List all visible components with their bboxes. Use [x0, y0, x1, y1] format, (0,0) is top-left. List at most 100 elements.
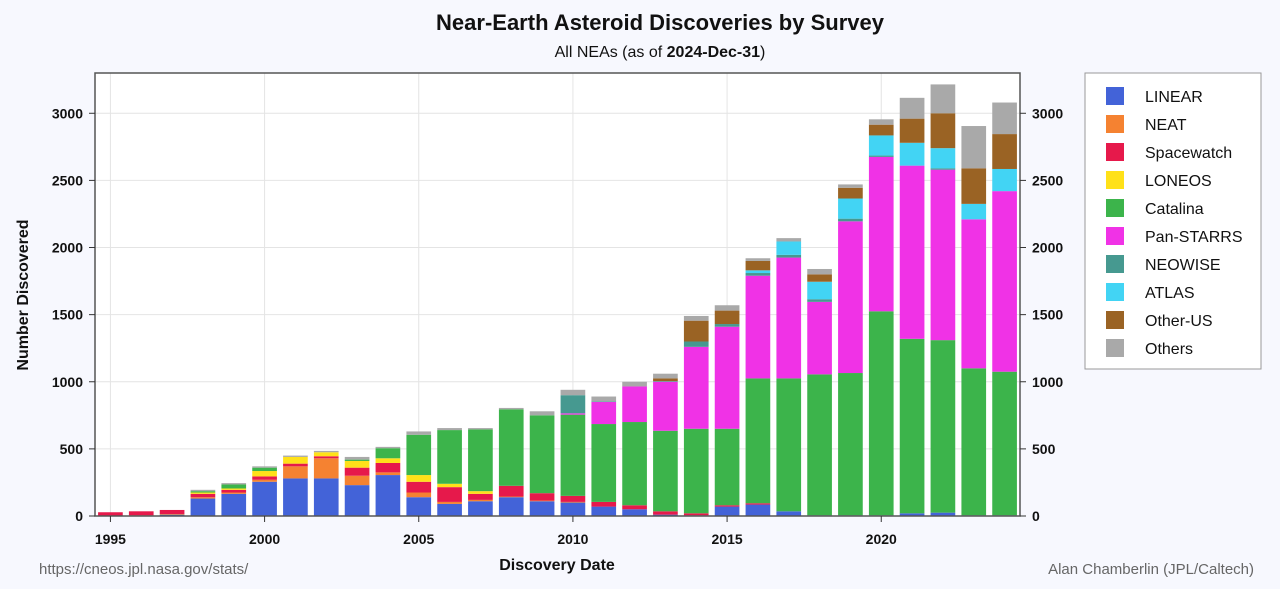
bar-neat-2002 — [313, 458, 339, 479]
bar-spacewatch-2001 — [283, 463, 308, 467]
bar-pan-starrs-2020 — [868, 156, 894, 312]
legend-label-pan-starrs: Pan-STARRS — [1145, 229, 1243, 246]
y-tick-label-left: 2500 — [52, 172, 83, 188]
y-tick-label-right: 0 — [1032, 508, 1040, 524]
bar-linear-2021 — [899, 513, 925, 516]
bar-catalina-2022 — [930, 340, 956, 513]
bar-atlas-2018 — [807, 281, 832, 300]
bar-neowise-2018 — [807, 299, 832, 302]
bar-atlas-2017 — [776, 241, 802, 255]
legend-swatch-spacewatch — [1106, 143, 1124, 161]
bar-linear-2003 — [344, 485, 370, 516]
x-tick-label: 2020 — [866, 531, 897, 547]
bar-neat-2009 — [529, 500, 555, 502]
bar-other-us-2016 — [745, 260, 771, 271]
bar-pan-starrs-2010 — [560, 413, 586, 415]
plot-frame — [94, 72, 1021, 517]
bar-pan-starrs-2024 — [992, 191, 1017, 372]
bars — [98, 84, 1017, 516]
bar-spacewatch-2014 — [683, 513, 709, 516]
bar-neowise-2015 — [714, 324, 740, 327]
bar-catalina-2007 — [468, 429, 493, 492]
bar-neowise-2016 — [745, 273, 771, 276]
bar-neat-2005 — [406, 492, 432, 498]
bar-catalina-2008 — [498, 409, 524, 486]
subtitle-date: 2024-Dec-31 — [667, 44, 761, 61]
bar-linear-2008 — [498, 497, 524, 516]
bar-loneos-1998 — [190, 492, 216, 494]
bar-catalina-2020 — [868, 311, 894, 516]
bar-loneos-1999 — [221, 488, 247, 490]
legend-swatch-neowise — [1106, 255, 1124, 273]
bar-others-2010 — [560, 389, 586, 396]
bar-catalina-2003 — [344, 459, 370, 461]
bar-neat-1998 — [190, 497, 216, 499]
bar-catalina-1998 — [190, 491, 216, 493]
bar-loneos-2000 — [252, 471, 277, 477]
legend-items: LINEAR NEAT Spacewatch LONEOS Catalina Pan-ST… — [1106, 87, 1243, 358]
bar-other-us-2024 — [992, 134, 1017, 169]
bar-atlas-2022 — [930, 148, 956, 169]
bar-catalina-2014 — [683, 428, 709, 514]
bar-neat-2003 — [344, 475, 370, 486]
bar-linear-2022 — [930, 512, 956, 516]
subtitle-prefix: All NEAs (as of — [555, 44, 667, 61]
bar-neowise-2017 — [776, 254, 802, 258]
bar-linear-1999 — [221, 493, 247, 516]
bar-loneos-2006 — [437, 483, 462, 488]
bar-catalina-2017 — [776, 378, 802, 512]
bar-other-us-2018 — [807, 274, 832, 282]
bar-loneos-2003 — [344, 460, 370, 468]
bar-neowise-2019 — [838, 218, 863, 222]
bar-others-2016 — [745, 258, 771, 261]
y-axis-right: 0 500 1000 1500 2000 2500 3000 — [1020, 105, 1063, 524]
bar-catalina-1999 — [221, 484, 247, 489]
bar-linear-2009 — [529, 501, 555, 516]
bar-others-1999 — [221, 483, 247, 485]
x-tick-label: 2010 — [557, 531, 588, 547]
bar-pan-starrs-2023 — [961, 219, 987, 369]
y-tick-label-right: 1500 — [1032, 307, 1063, 323]
bar-catalina-2024 — [992, 371, 1017, 516]
bar-linear-2017 — [776, 511, 802, 516]
bar-others-2008 — [498, 407, 524, 410]
bar-neat-2010 — [560, 501, 586, 503]
bar-linear-2007 — [468, 501, 493, 516]
bar-others-2002 — [313, 450, 339, 453]
x-axis-label: Discovery Date — [499, 557, 615, 574]
bar-other-us-2014 — [683, 320, 709, 342]
bar-atlas-2023 — [961, 203, 987, 220]
bar-others-2024 — [992, 102, 1017, 135]
bar-others-2009 — [529, 411, 555, 416]
bar-spacewatch-2000 — [252, 476, 277, 480]
subtitle-suffix: ) — [760, 44, 765, 61]
bar-pan-starrs-2021 — [899, 165, 925, 339]
legend-label-atlas: ATLAS — [1145, 285, 1195, 302]
bar-pan-starrs-2012 — [622, 386, 647, 423]
bar-spacewatch-2013 — [653, 511, 678, 515]
bar-spacewatch-2015 — [714, 505, 740, 507]
y-tick-label-left: 1000 — [52, 374, 83, 390]
legend-swatch-others — [1106, 339, 1124, 357]
x-tick-label: 2005 — [403, 531, 434, 547]
source-url[interactable]: https://cneos.jpl.nasa.gov/stats/ — [39, 561, 249, 578]
legend-swatch-linear — [1106, 87, 1124, 105]
bar-other-us-2022 — [930, 113, 956, 149]
bar-spacewatch-1997 — [159, 509, 185, 514]
chart-subtitle: All NEAs (as of 2024-Dec-31) — [555, 44, 766, 61]
bar-linear-2006 — [437, 503, 462, 516]
bar-other-us-2020 — [868, 124, 894, 136]
bar-neowise-2014 — [683, 341, 709, 347]
bar-linear-2011 — [591, 506, 617, 516]
bar-linear-2001 — [283, 478, 308, 516]
bar-others-2006 — [437, 428, 462, 431]
bar-atlas-2021 — [899, 142, 925, 166]
bar-pan-starrs-2017 — [776, 257, 802, 379]
bar-linear-2004 — [375, 475, 401, 516]
bar-catalina-2021 — [899, 338, 925, 514]
bar-others-2023 — [961, 126, 987, 169]
bar-linear-1998 — [190, 498, 216, 516]
bar-spacewatch-2009 — [529, 493, 555, 501]
bar-neowise-2010 — [560, 395, 586, 414]
y-tick-label-right: 1000 — [1032, 374, 1063, 390]
